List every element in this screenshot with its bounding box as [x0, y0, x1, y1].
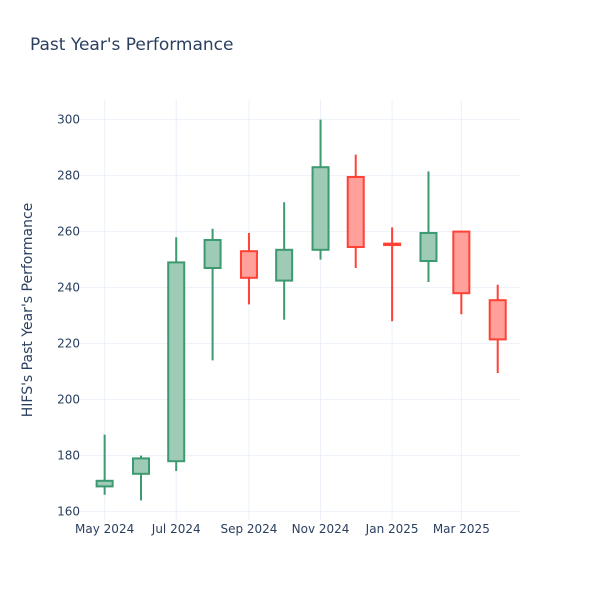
candle-increasing	[167, 237, 186, 471]
x-tick-label: Jul 2024	[151, 522, 201, 536]
candle-decreasing	[383, 227, 402, 322]
candle-body	[239, 250, 258, 279]
y-tick-label: 220	[57, 337, 80, 351]
candle-body	[488, 299, 507, 341]
y-tick-label: 200	[57, 393, 80, 407]
candle-decreasing	[346, 154, 365, 268]
x-tick-label: Jan 2025	[365, 522, 419, 536]
candle-body	[95, 479, 114, 488]
y-tick-labels: 160 180 200 220 240 260 280 300	[57, 113, 80, 519]
candle-body	[346, 176, 365, 248]
y-tick-label: 180	[57, 449, 80, 463]
y-tick-label: 280	[57, 169, 80, 183]
gridlines	[80, 100, 520, 520]
candle-decreasing	[488, 284, 507, 373]
candle-decreasing	[239, 233, 258, 305]
candle-increasing	[311, 119, 330, 260]
candle-body	[203, 239, 222, 269]
candle-increasing	[275, 202, 294, 320]
chart-title: Past Year's Performance	[30, 35, 234, 55]
candle-body	[275, 248, 294, 282]
candle-increasing	[419, 171, 438, 282]
candle-body	[383, 242, 402, 247]
x-tick-labels: May 2024 Jul 2024 Sep 2024 Nov 2024 Jan 2025…	[75, 522, 490, 536]
candle-body	[167, 261, 186, 463]
y-axis-title: HIFS's Past Year's Performance	[20, 203, 36, 418]
candle-body	[132, 457, 151, 475]
candle-body	[311, 166, 330, 251]
y-tick-label: 260	[57, 225, 80, 239]
candle-decreasing	[452, 230, 471, 315]
x-tick-label: Nov 2024	[292, 522, 350, 536]
candle-increasing	[132, 455, 151, 501]
x-tick-label: Mar 2025	[433, 522, 490, 536]
candles	[95, 119, 507, 501]
candle-increasing	[95, 434, 114, 495]
y-tick-label: 300	[57, 113, 80, 127]
y-tick-label: 160	[57, 505, 80, 519]
x-tick-label: Sep 2024	[220, 522, 277, 536]
x-tick-label: May 2024	[75, 522, 134, 536]
candle-body	[452, 230, 471, 295]
y-tick-label: 240	[57, 281, 80, 295]
candle-increasing	[203, 228, 222, 361]
candle-body	[419, 232, 438, 262]
